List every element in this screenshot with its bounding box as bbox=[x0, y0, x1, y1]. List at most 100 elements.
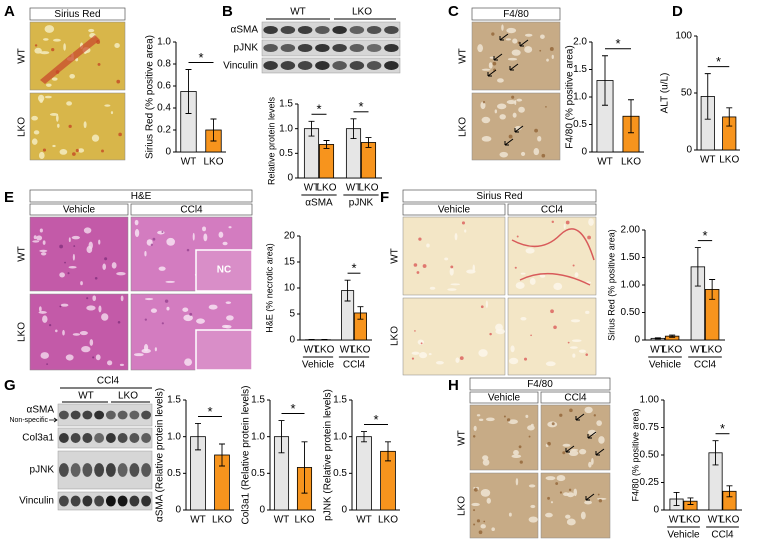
label: CCl4 bbox=[541, 205, 564, 216]
arrow bbox=[585, 493, 595, 501]
panel-letter: A bbox=[4, 3, 15, 20]
vessel bbox=[37, 94, 45, 102]
y-tick-label: 0 bbox=[289, 335, 295, 346]
stain-spot bbox=[92, 356, 95, 359]
vessel bbox=[154, 347, 157, 352]
vessel bbox=[508, 512, 512, 517]
stain-spot bbox=[186, 248, 190, 252]
stain-spot bbox=[97, 62, 101, 66]
stain-spot bbox=[534, 128, 538, 133]
vessel bbox=[52, 144, 56, 148]
vessel bbox=[562, 443, 571, 447]
stain-spot bbox=[164, 299, 169, 303]
stain-spot bbox=[567, 341, 570, 344]
y-tick-label: 0.25 bbox=[640, 477, 660, 488]
blot-band bbox=[129, 495, 140, 507]
vessel bbox=[116, 272, 126, 276]
vessel bbox=[573, 488, 578, 497]
vessel bbox=[91, 134, 100, 142]
blot-band bbox=[332, 44, 347, 52]
header-box bbox=[469, 391, 539, 404]
blot-band bbox=[117, 463, 128, 477]
y-tick-label: 0.50 bbox=[621, 307, 641, 318]
blot-band bbox=[58, 433, 69, 443]
group-label: pJNK bbox=[349, 198, 374, 209]
stain-spot bbox=[68, 124, 72, 129]
vessel bbox=[518, 106, 525, 113]
error-bar bbox=[185, 69, 192, 114]
stain-spot bbox=[51, 47, 55, 52]
vessel bbox=[65, 354, 74, 361]
stain-spot bbox=[483, 520, 486, 523]
stain-spot bbox=[94, 276, 98, 280]
vessel bbox=[218, 231, 224, 238]
stain-spot bbox=[473, 487, 478, 492]
significance-label: * bbox=[720, 421, 725, 436]
arrow bbox=[487, 69, 497, 77]
significance-label: * bbox=[290, 401, 295, 416]
x-tick-label: WT bbox=[346, 183, 362, 194]
vessel bbox=[32, 240, 40, 243]
vessel bbox=[528, 516, 538, 523]
y-tick-label: 2.00 bbox=[621, 225, 641, 236]
stain-spot bbox=[559, 413, 563, 417]
y-axis-label: F4/80 (% positive area) bbox=[565, 45, 576, 148]
stain-spot bbox=[420, 342, 423, 345]
blot-band bbox=[129, 410, 140, 420]
y-tick-label: 0.5 bbox=[573, 119, 587, 130]
y-tick-label: 0 bbox=[686, 145, 692, 156]
micrograph bbox=[402, 216, 506, 296]
vessel bbox=[570, 448, 579, 452]
x-tick-label: LKO bbox=[358, 183, 378, 194]
vessel bbox=[55, 329, 58, 333]
vessel bbox=[540, 34, 545, 39]
label: CCl4 bbox=[180, 205, 203, 216]
y-tick-label: 0.6 bbox=[157, 81, 171, 92]
stain-spot bbox=[144, 318, 147, 321]
vessel bbox=[510, 345, 515, 353]
vessel bbox=[578, 448, 587, 455]
vessel bbox=[553, 282, 563, 291]
stain-spot bbox=[585, 353, 589, 356]
vessel bbox=[158, 266, 166, 271]
row-label: WT bbox=[458, 48, 469, 64]
vessel bbox=[588, 218, 594, 226]
blot-band-row bbox=[57, 403, 153, 427]
y-axis-label: αSMA (Relative protein levels) bbox=[155, 388, 166, 522]
blot-band bbox=[129, 433, 140, 443]
vessel bbox=[110, 111, 114, 115]
x-tick-label: WT bbox=[650, 345, 666, 356]
vessel bbox=[454, 233, 458, 241]
x-tick-label: LKO bbox=[350, 345, 370, 356]
label: Non-specific bbox=[9, 417, 48, 424]
vessel bbox=[224, 324, 232, 329]
vessel bbox=[478, 418, 484, 422]
blot-band bbox=[297, 44, 313, 52]
blot-band bbox=[105, 463, 116, 477]
vessel bbox=[184, 358, 193, 366]
vessel bbox=[545, 512, 553, 518]
label: Vehicle bbox=[438, 205, 471, 216]
significance-label: * bbox=[373, 412, 378, 427]
row-label: WT bbox=[17, 246, 28, 262]
vessel bbox=[34, 47, 42, 54]
y-tick-label: 1.0 bbox=[573, 92, 587, 103]
label: Vehicle bbox=[488, 393, 521, 404]
y-tick-label: 1.0 bbox=[279, 123, 293, 134]
error-bar bbox=[694, 247, 701, 287]
stain-spot bbox=[476, 519, 481, 523]
stain-spot bbox=[459, 356, 464, 361]
vessel bbox=[166, 306, 170, 311]
x-tick-label: WT bbox=[304, 183, 320, 194]
vessel bbox=[72, 253, 75, 261]
group-label: αSMA bbox=[305, 198, 333, 209]
x-tick-label: LKO bbox=[621, 157, 641, 168]
vessel bbox=[495, 328, 506, 335]
stain-spot bbox=[593, 414, 596, 417]
header-box bbox=[469, 377, 611, 391]
header-box bbox=[507, 203, 597, 216]
micrograph bbox=[402, 297, 506, 376]
error-bar bbox=[726, 485, 733, 498]
significance-label: * bbox=[198, 50, 203, 65]
